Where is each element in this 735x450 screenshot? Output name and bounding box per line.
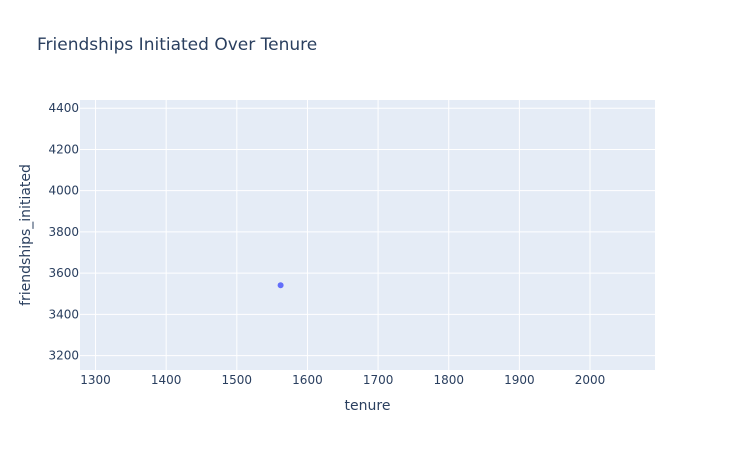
grid-lines	[80, 100, 655, 370]
x-tick-label: 2000	[575, 373, 606, 387]
x-tick-label: 1300	[80, 373, 111, 387]
y-tick-label: 4200	[48, 142, 79, 156]
y-axis-label: friendships_initiated	[18, 164, 34, 306]
x-tick-label: 1400	[151, 373, 182, 387]
plot-background	[80, 100, 655, 370]
y-tick-label: 3800	[48, 225, 79, 239]
y-tick-label: 3600	[48, 266, 79, 280]
chart-title: Friendships Initiated Over Tenure	[37, 35, 317, 55]
y-tick-label: 3200	[48, 349, 79, 363]
x-tick-label: 1800	[433, 373, 464, 387]
y-tick-label: 3400	[48, 307, 79, 321]
y-tick-labels: 3200 3400 3600 3800 4000 4200 4400	[48, 101, 79, 362]
y-tick-label: 4000	[48, 184, 79, 198]
y-tick-label: 4400	[48, 101, 79, 115]
x-axis-label: tenure	[345, 398, 391, 414]
x-tick-label: 1700	[363, 373, 394, 387]
data-points	[277, 282, 284, 289]
x-tick-labels: 1300 1400 1500 1600 1700 1800 1900 2000	[80, 373, 605, 387]
x-tick-label: 1900	[504, 373, 535, 387]
data-point[interactable]	[277, 282, 284, 289]
x-tick-label: 1500	[222, 373, 253, 387]
x-tick-label: 1600	[292, 373, 323, 387]
